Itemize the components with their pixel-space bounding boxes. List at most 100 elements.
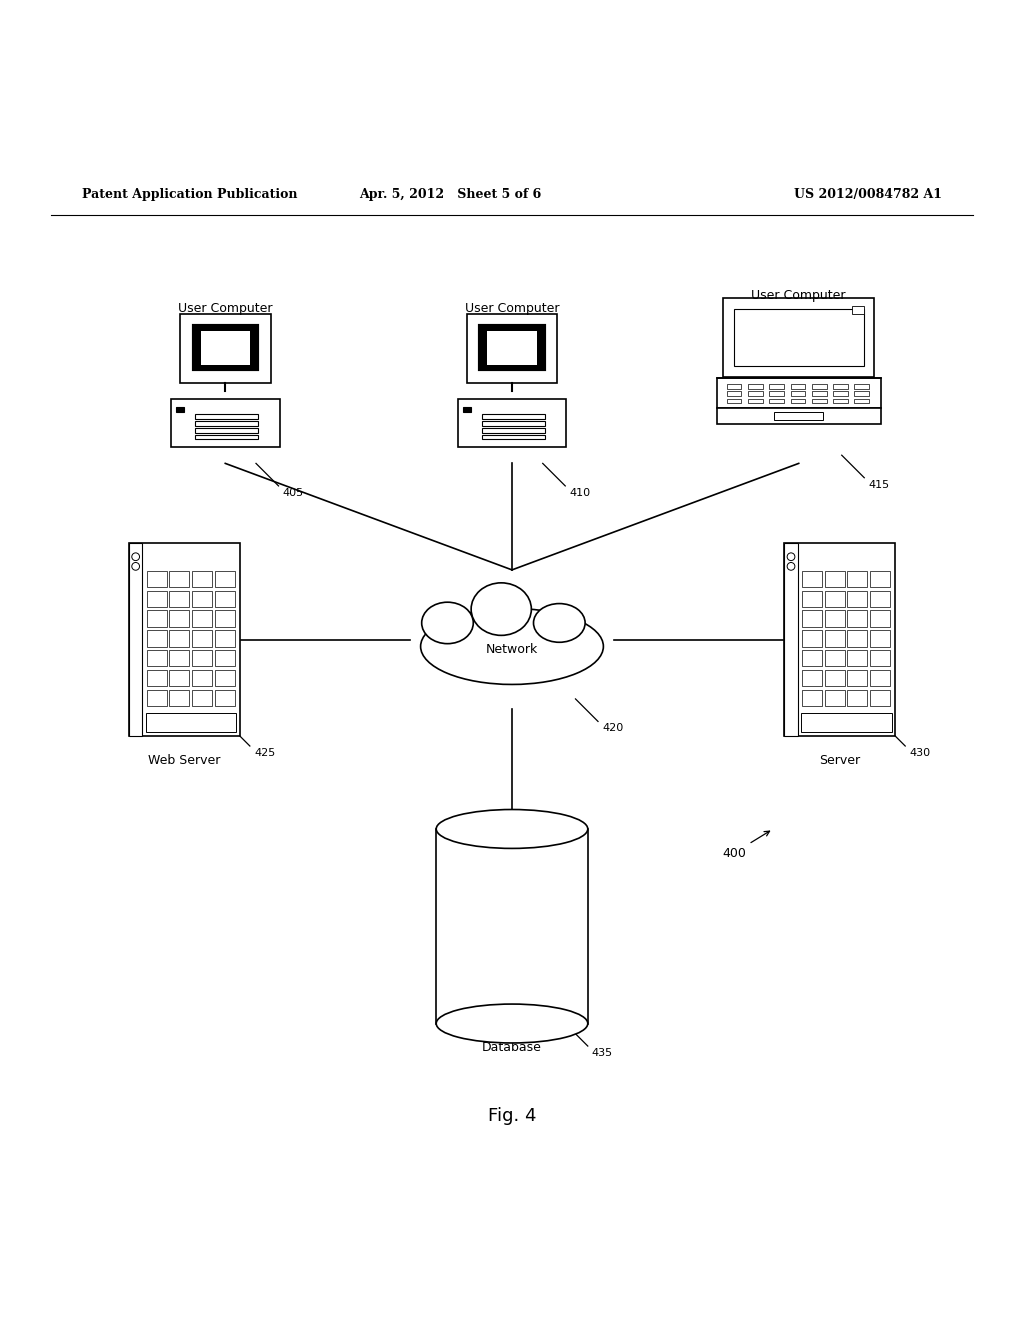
Bar [146,590,167,607]
Bar [169,570,189,587]
Bar [169,689,189,706]
Bar [201,331,250,364]
Bar [487,331,537,364]
Bar [195,434,258,440]
Bar [145,713,237,731]
Bar [146,689,167,706]
Bar [195,428,258,433]
Bar [870,649,890,667]
Bar [193,630,212,647]
Bar [195,421,258,426]
Bar [480,326,544,370]
Bar [802,610,822,627]
Text: Network: Network [485,643,539,656]
Bar [802,590,822,607]
Text: 430: 430 [909,748,931,758]
Bar [171,399,280,447]
Bar [769,391,784,396]
Bar [481,428,545,433]
Bar [717,378,881,408]
Bar [215,649,234,667]
Bar [215,590,234,607]
Bar [436,829,588,1023]
Bar [848,649,867,667]
Bar [146,630,167,647]
Bar [812,384,826,388]
Bar [854,391,869,396]
Bar [169,669,189,686]
Bar [748,399,763,404]
Text: User Computer: User Computer [752,289,846,301]
Text: Fig. 4: Fig. 4 [487,1106,537,1125]
Bar [723,298,874,376]
Bar [458,399,566,447]
Bar [801,713,892,731]
Text: Web Server: Web Server [148,754,220,767]
Bar [481,434,545,440]
Text: Database: Database [482,1041,542,1053]
Ellipse shape [436,1005,588,1043]
Bar [146,570,167,587]
Ellipse shape [422,602,473,644]
Text: Apr. 5, 2012   Sheet 5 of 6: Apr. 5, 2012 Sheet 5 of 6 [359,187,542,201]
Bar [717,408,881,424]
Bar [146,649,167,667]
Bar [824,590,845,607]
Text: Server: Server [819,754,860,767]
Bar [824,689,845,706]
Bar [824,669,845,686]
Bar [802,669,822,686]
Bar [824,610,845,627]
Bar [215,610,234,627]
Bar [870,570,890,587]
Bar [215,669,234,686]
Ellipse shape [471,583,531,635]
Bar [848,630,867,647]
Bar [812,399,826,404]
Bar [169,630,189,647]
Bar [854,384,869,388]
Bar [727,384,741,388]
Ellipse shape [436,809,588,849]
Bar [769,384,784,388]
Bar [193,669,212,686]
Circle shape [787,562,795,570]
Text: 405: 405 [283,488,304,498]
Bar [194,326,257,370]
Bar [215,689,234,706]
Bar [812,391,826,396]
Bar [834,384,848,388]
Bar [848,689,867,706]
Bar [870,669,890,686]
Text: 435: 435 [592,1048,613,1059]
Bar [481,421,545,426]
Text: 420: 420 [602,723,624,734]
Bar [193,610,212,627]
Bar [215,570,234,587]
Ellipse shape [421,609,603,685]
Ellipse shape [534,603,585,643]
Bar [802,649,822,667]
Bar [848,669,867,686]
Bar [852,306,864,314]
Bar [748,384,763,388]
Bar [727,399,741,404]
Bar [824,570,845,587]
Bar [748,391,763,396]
Circle shape [132,562,139,570]
Bar [195,414,258,420]
Text: 415: 415 [868,479,890,490]
Bar [176,407,184,412]
Bar [848,570,867,587]
Bar [854,399,869,404]
Bar [848,610,867,627]
Bar [802,689,822,706]
Text: 410: 410 [569,488,591,498]
Bar [870,590,890,607]
Bar [802,570,822,587]
Bar [169,590,189,607]
Bar [129,544,142,735]
Bar [870,630,890,647]
Bar [791,391,805,396]
Circle shape [787,553,795,561]
